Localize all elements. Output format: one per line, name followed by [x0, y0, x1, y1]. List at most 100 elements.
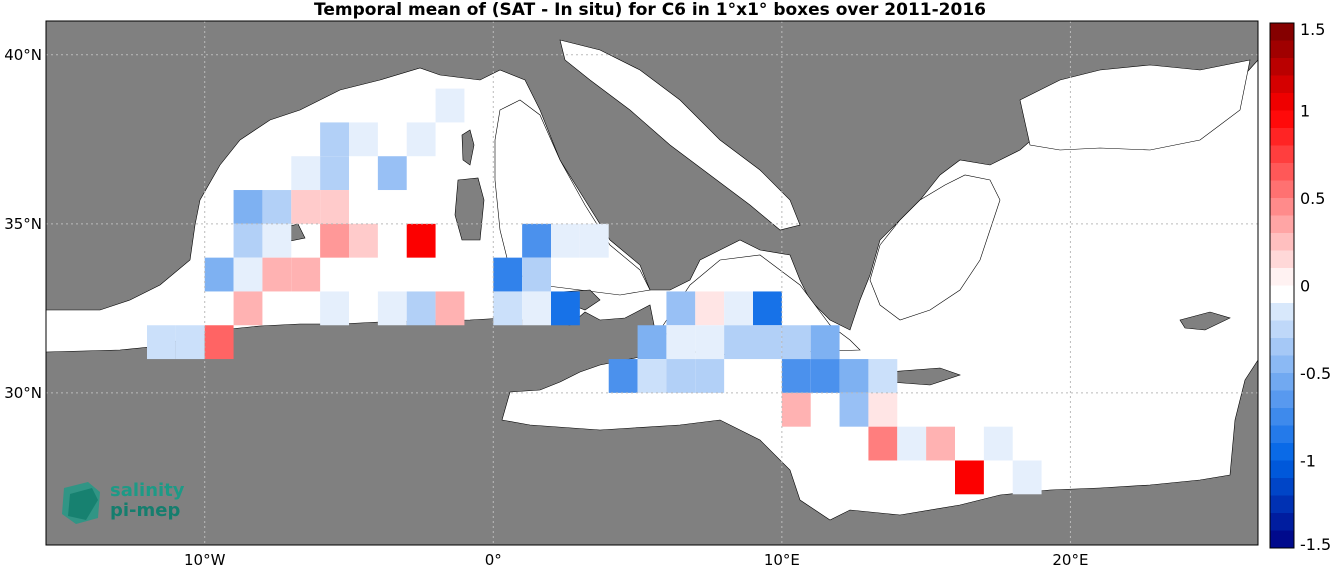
y-tick-label: 30°N: [4, 384, 42, 402]
colorbar-segment: [1270, 128, 1294, 146]
logo-text-pi-mep: pi-mep: [110, 500, 181, 521]
data-cell: [320, 122, 349, 157]
data-cell: [377, 156, 407, 191]
data-cell: [435, 291, 465, 326]
data-cell: [897, 426, 927, 461]
colorbar-segment: [1270, 163, 1294, 181]
y-tick-label: 40°N: [4, 46, 42, 64]
data-cell: [839, 359, 869, 393]
data-cell: [695, 359, 725, 393]
colorbar-segment: [1270, 338, 1294, 356]
data-cell: [522, 223, 551, 258]
y-axis-ticks: 30°N 35°N 40°N: [4, 46, 42, 402]
x-axis-ticks: 10°W 0° 10°E 20°E: [184, 551, 1088, 568]
colorbar-segment: [1270, 408, 1294, 426]
data-cell: [320, 291, 349, 326]
data-cell: [262, 257, 292, 292]
data-cell: [233, 257, 263, 292]
data-cell: [637, 325, 667, 360]
data-cell: [983, 426, 1013, 461]
colorbar-segment: [1270, 513, 1294, 531]
data-cell: [291, 156, 321, 191]
colorbar-segment: [1270, 355, 1294, 373]
colorbar-segment: [1270, 23, 1294, 41]
data-cell: [406, 223, 436, 258]
data-cell: [262, 223, 292, 258]
data-cells: [147, 88, 1042, 495]
data-cell: [522, 257, 551, 292]
data-cell: [349, 122, 378, 157]
colorbar-segment: [1270, 530, 1294, 548]
colorbar-segment: [1270, 285, 1294, 303]
logo-icon: [62, 482, 100, 524]
data-cell: [349, 223, 378, 258]
colorbar-segment: [1270, 145, 1294, 163]
data-cell: [955, 460, 984, 495]
data-cell: [406, 291, 436, 326]
colorbar-tick-label: 1: [1300, 102, 1310, 121]
colorbar-segment: [1270, 478, 1294, 496]
colorbar-segment: [1270, 180, 1294, 198]
data-cell: [204, 325, 234, 360]
data-cell: [781, 325, 811, 360]
colorbar-tick-label: -1: [1300, 452, 1316, 471]
data-cell: [320, 223, 349, 258]
data-cell: [753, 291, 782, 326]
data-cell: [781, 359, 811, 393]
data-cell: [724, 325, 753, 360]
colorbar-segment: [1270, 110, 1294, 128]
data-cell: [753, 325, 782, 360]
colorbar-frame: [1269, 22, 1295, 549]
data-cell: [666, 359, 696, 393]
data-cell: [666, 325, 696, 360]
colorbar-segment: [1270, 443, 1294, 461]
colorbar-segment: [1270, 390, 1294, 408]
data-cell: [175, 325, 205, 360]
data-cell: [204, 257, 234, 292]
colorbar-segment: [1270, 233, 1294, 251]
colorbar-ticks: 1.5 1 0.5 0 -0.5 -1 -1.5: [1300, 20, 1331, 554]
colorbar-segment: [1270, 93, 1294, 111]
chart-title: Temporal mean of (SAT - In situ) for C6 …: [314, 0, 986, 20]
colorbar-segment: [1270, 425, 1294, 443]
data-cell: [695, 291, 725, 326]
data-cell: [233, 190, 263, 224]
data-cell: [868, 359, 898, 393]
x-tick-label: 20°E: [1052, 551, 1088, 568]
colorbar-segment: [1270, 250, 1294, 268]
colorbar-segment: [1270, 303, 1294, 321]
data-cell: [493, 291, 523, 326]
aegean-sea: [869, 174, 1001, 321]
data-cell: [233, 291, 263, 326]
data-cell: [637, 359, 667, 393]
colorbar-tick-label: 0: [1300, 277, 1310, 296]
colorbar-segment: [1270, 320, 1294, 338]
data-cell: [262, 190, 292, 224]
colorbar-segment: [1270, 373, 1294, 391]
data-cell: [551, 291, 580, 326]
logo-text-salinity: salinity: [110, 480, 185, 501]
data-cell: [435, 88, 465, 123]
data-cell: [839, 392, 869, 427]
salinity-pi-mep-logo: salinity pi-mep: [58, 480, 198, 528]
data-cell: [724, 291, 753, 326]
data-cell: [868, 392, 898, 427]
data-cell: [868, 426, 898, 461]
island-cyprus: [1179, 311, 1231, 331]
colorbar-segment: [1270, 268, 1294, 286]
data-cell: [291, 257, 321, 292]
data-cell: [233, 223, 263, 258]
data-cell: [810, 359, 840, 393]
island-sardinia: [454, 177, 485, 241]
colorbar-segment: [1270, 215, 1294, 233]
colorbar-tick-label: 1.5: [1300, 20, 1325, 39]
x-tick-label: 10°E: [764, 551, 800, 568]
data-cell: [608, 359, 638, 393]
data-cell: [320, 156, 349, 191]
colorbar-tick-label: -0.5: [1300, 364, 1331, 383]
colorbar-tick-label: 0.5: [1300, 189, 1325, 208]
colorbar-segment: [1270, 495, 1294, 513]
data-cell: [1012, 460, 1042, 495]
data-cell: [291, 190, 321, 224]
